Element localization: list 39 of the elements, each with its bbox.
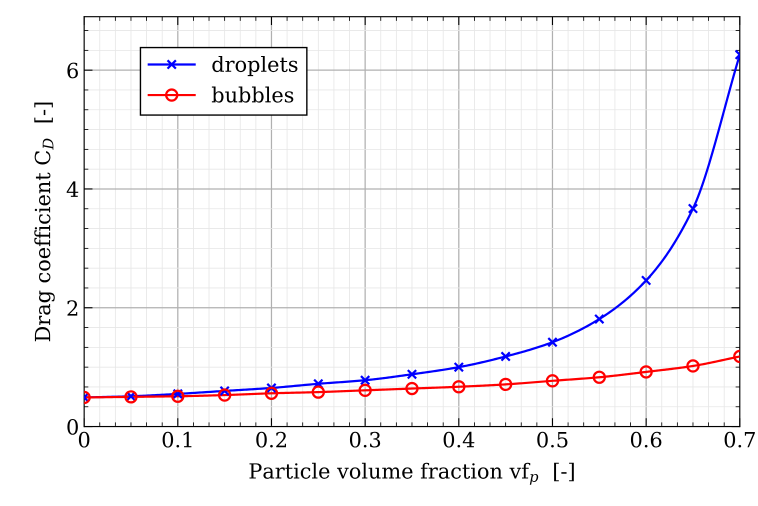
point: [500, 351, 511, 362]
y-tick-label: 2: [67, 300, 78, 316]
point: [498, 378, 512, 392]
x-tick-label: 0.4: [444, 432, 474, 448]
point: [266, 382, 277, 394]
y-tick-label: 0: [67, 419, 78, 435]
point: [546, 374, 560, 388]
x-tick-label: 0.7: [724, 432, 755, 448]
x-tick-label: 0.2: [256, 432, 286, 448]
x-tick-label: 0.3: [350, 432, 380, 448]
point: [640, 275, 652, 286]
point: [312, 385, 325, 399]
point: [219, 386, 230, 396]
x-tick-label: 0.1: [162, 432, 192, 448]
point: [218, 388, 232, 402]
point: [452, 380, 466, 394]
point: [594, 314, 605, 324]
point: [360, 374, 370, 386]
point: [547, 336, 558, 348]
point: [172, 388, 184, 400]
legend-label: droplets: [212, 56, 298, 76]
point: [406, 369, 418, 380]
point: [171, 390, 184, 403]
point: [405, 382, 419, 396]
x-axis-title: Particle volume fraction vf$_{p}$ [-]: [249, 462, 574, 485]
legend-label: bubbles: [212, 86, 294, 103]
point: [592, 370, 606, 384]
x-tick-label: 0.6: [630, 432, 662, 448]
x-tick-label: 0.5: [537, 432, 568, 448]
point: [264, 386, 278, 400]
y-axis-title: Drag coefficient C$_{D}$ [-]: [34, 102, 55, 342]
point: [454, 362, 464, 372]
point: [686, 359, 700, 373]
y-tick-label: 4: [66, 181, 78, 197]
point: [358, 384, 372, 397]
point: [688, 203, 698, 214]
x-tick-label: 0: [78, 432, 90, 448]
y-tick-label: 6: [67, 62, 78, 78]
point: [639, 365, 653, 379]
